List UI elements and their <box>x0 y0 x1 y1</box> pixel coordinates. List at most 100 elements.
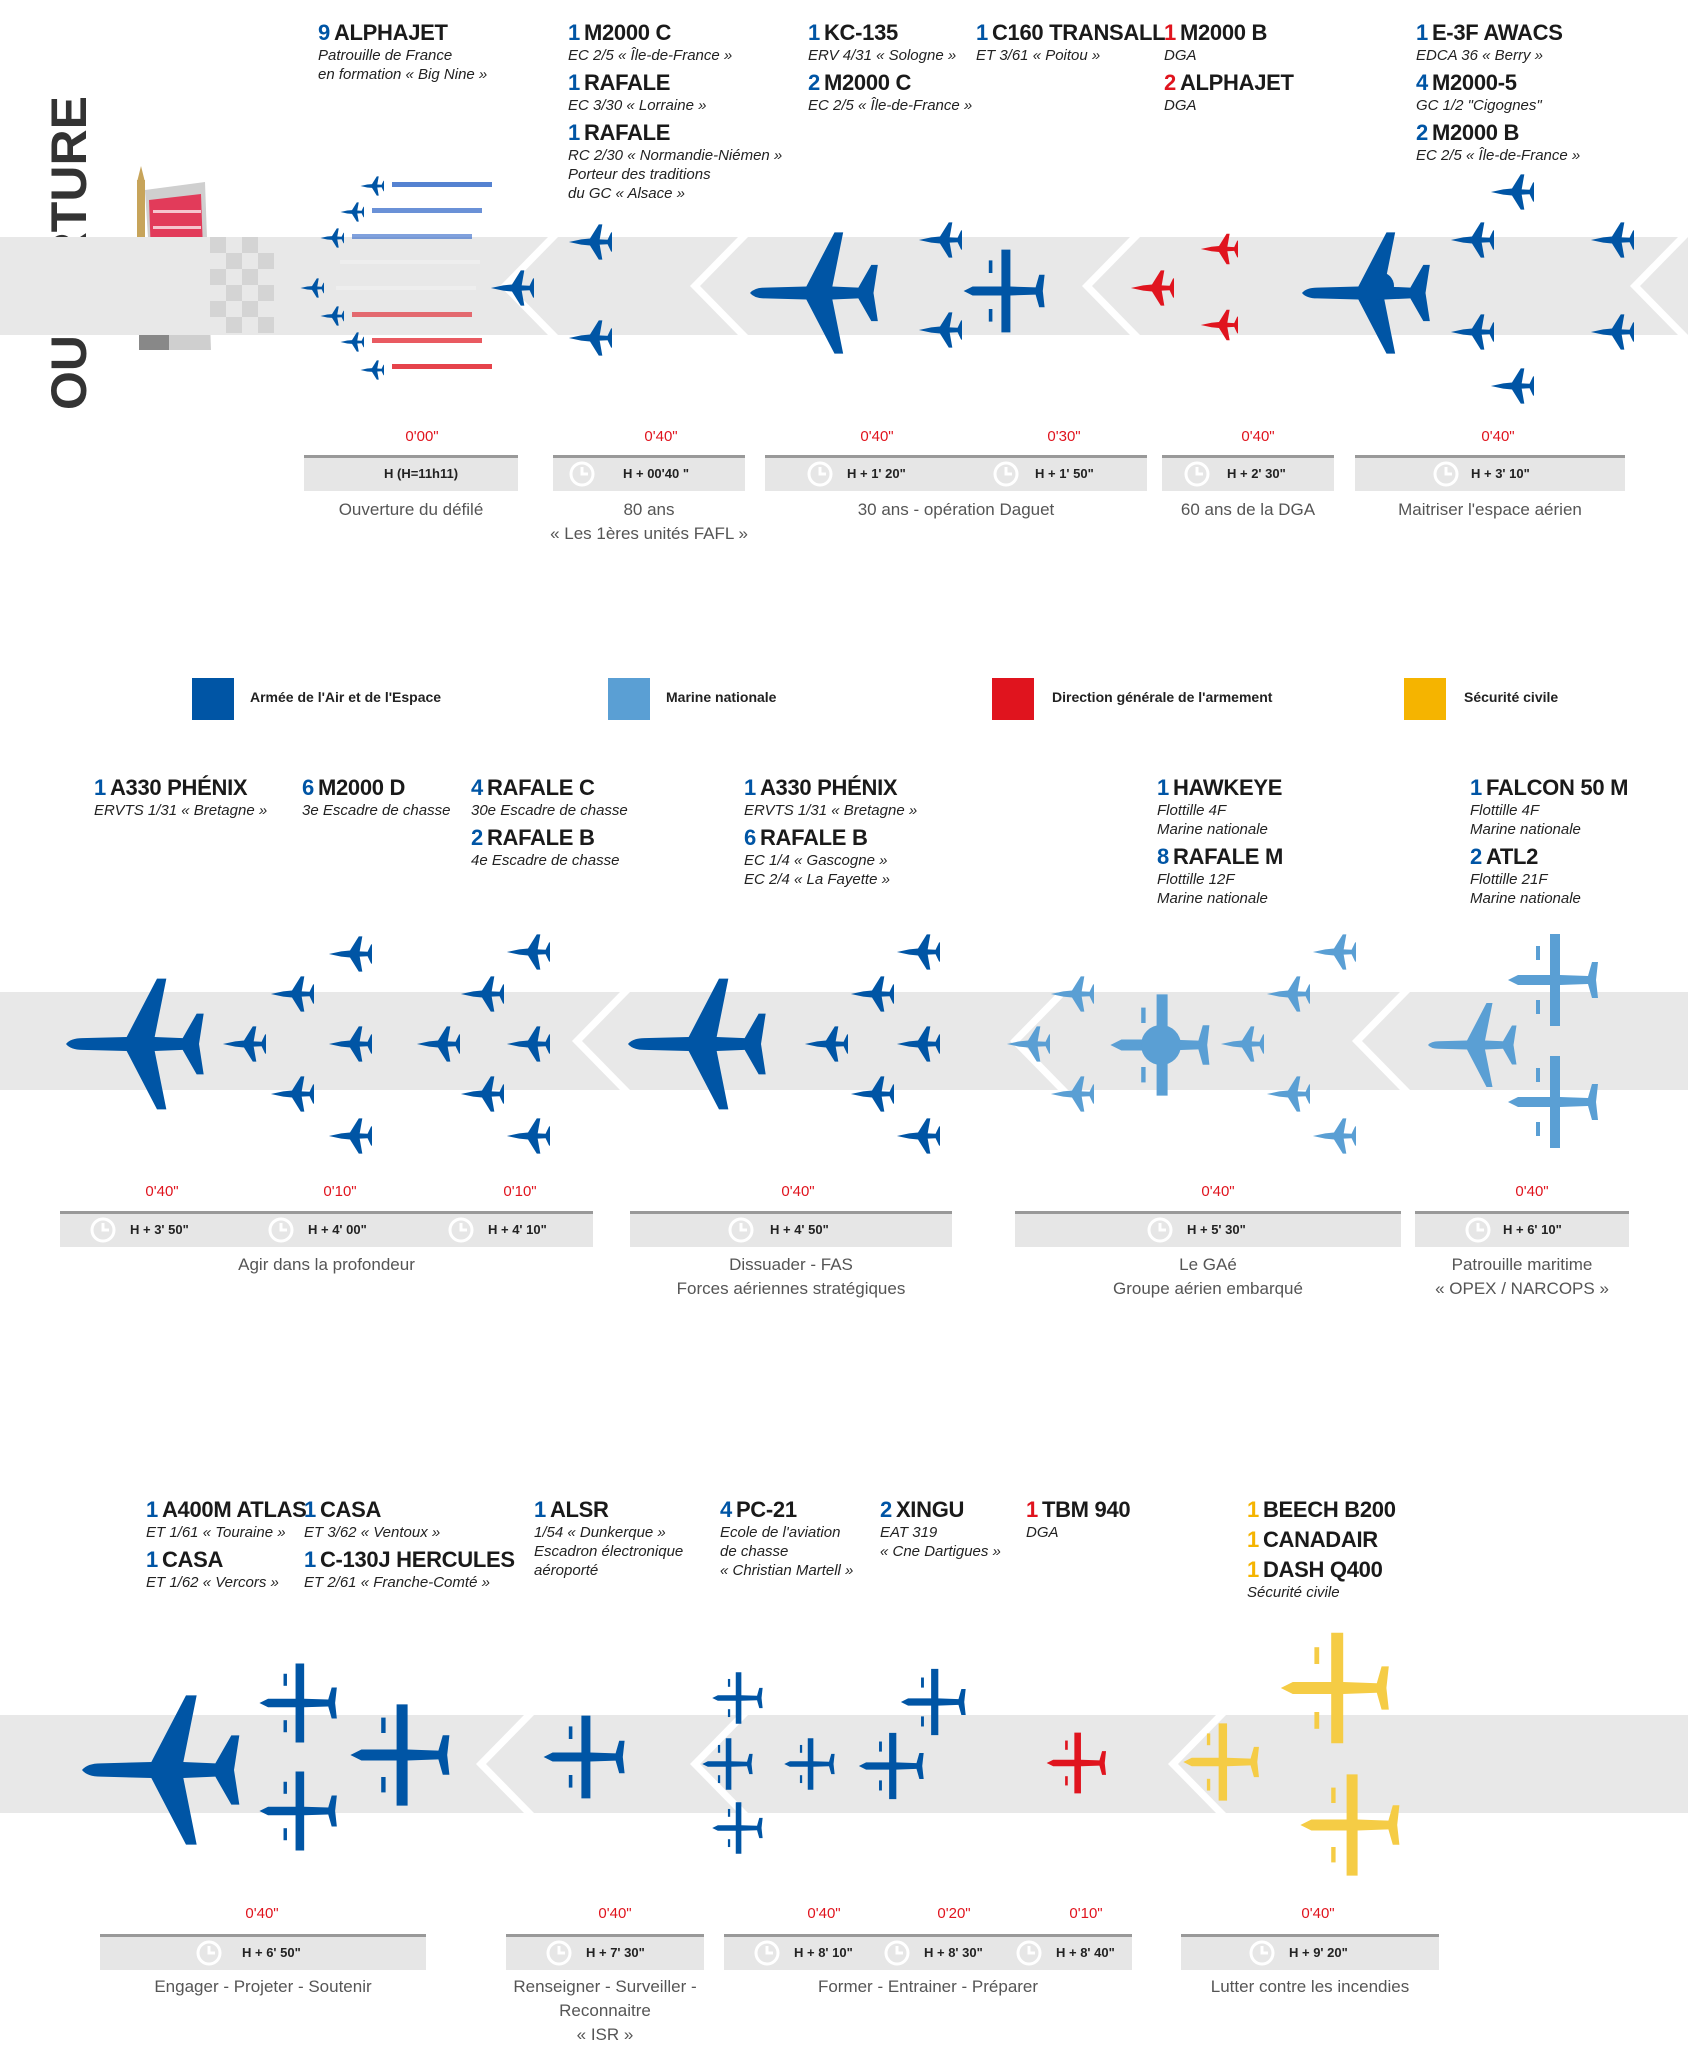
clock-icon <box>268 1217 294 1243</box>
clock-icon <box>728 1217 754 1243</box>
clock-icon <box>1465 1217 1491 1243</box>
duration-r3-0: 0'40" <box>245 1905 279 1922</box>
legend-label-secu: Sécurité civile <box>1464 689 1559 705</box>
caption-r2-0: Agir dans la profondeur <box>238 1255 415 1274</box>
clock-icon <box>196 1940 222 1966</box>
caption-r2-3: Patrouille maritime « OPEX / NARCOPS » <box>1435 1255 1609 1298</box>
band-row2-decor <box>572 992 1410 1090</box>
clock-icon <box>1249 1940 1275 1966</box>
time-r1-1: H + 00'40 " <box>623 466 689 481</box>
duration-r2-4: 0'40" <box>1201 1183 1235 1200</box>
label-awacs: 1 E-3F AWACS EDCA 36 « Berry » 4 M2000-5 GC … <box>1416 20 1581 164</box>
label-xingu: 2 XINGU EAT 319 « Cne Dartigues » <box>880 1497 1001 1560</box>
duration-r1-1: 0'40" <box>644 428 678 445</box>
duration-r1-4: 0'40" <box>1241 428 1275 445</box>
timeline-bar-r2-2: H + 5' 30" <box>1015 1211 1401 1247</box>
label-a400m: 1 A400M ATLAS ET 1/61 « Touraine » 1 CASA ET… <box>146 1497 307 1591</box>
label-pc21: 4 PC-21 Ecole de l'aviation de chasse « Chri… <box>720 1497 854 1579</box>
label-rafale-c: 4 RAFALE C 30e Escadre de chasse 2 RAFALE B… <box>471 775 628 869</box>
caption-r1-4: Maitriser l'espace aérien <box>1398 500 1582 519</box>
caption-r1-3: 60 ans de la DGA <box>1180 500 1316 519</box>
time-r2-5: H + 6' 10" <box>1503 1222 1562 1237</box>
time-r3-0: H + 6' 50" <box>242 1945 301 1960</box>
time-r1-5: H + 3' 10" <box>1471 466 1530 481</box>
clock-icon <box>569 461 595 487</box>
label-casa-c130: 1 CASA ET 3/62 « Ventoux » 1 C-130J HERCULE… <box>304 1497 515 1591</box>
time-r3-4: H + 8' 40" <box>1056 1945 1115 1960</box>
caption-r1-2: 30 ans - opération Daguet <box>857 500 1055 519</box>
timeline-bar-r3-3: H + 9' 20" <box>1181 1934 1439 1970</box>
legend-swatch-marine <box>608 678 650 720</box>
legend-swatch-air <box>192 678 234 720</box>
time-r3-3: H + 8' 30" <box>924 1945 983 1960</box>
duration-r1-0: 0'00" <box>405 428 439 445</box>
band-row3-decor <box>476 1715 1226 1813</box>
patrouille-de-france-formation <box>300 176 492 380</box>
row2-aircraft <box>66 934 1598 1154</box>
legend-swatch-secu <box>1404 678 1446 720</box>
timeline-bar-r2-0: H + 3' 50" H + 4' 00" H + 4' 10" <box>60 1211 593 1247</box>
timeline-bar-r3-1: H + 7' 30" <box>506 1934 704 1970</box>
clock-icon <box>993 461 1019 487</box>
caption-r2-1: Dissuader - FAS Forces aériennes stratégi… <box>676 1255 906 1298</box>
label-kc135: 1 KC-135 ERV 4/31 « Sologne » 2 M2000 C EC 2… <box>808 20 973 114</box>
duration-r1-3: 0'30" <box>1047 428 1081 445</box>
timeline-bar-r1-0: H (H=11h11) <box>304 455 518 491</box>
caption-r3-3: Lutter contre les incendies <box>1210 1977 1410 1996</box>
legend-label-air: Armée de l'Air et de l'Espace <box>250 689 442 705</box>
duration-r2-3: 0'40" <box>781 1183 815 1200</box>
label-alphajet-pdf: 9 ALPHAJET Patrouille de France en formatio… <box>318 20 488 83</box>
duration-r2-5: 0'40" <box>1515 1183 1549 1200</box>
time-r2-1: H + 4' 00" <box>308 1222 367 1237</box>
time-r2-0: H + 3' 50" <box>130 1222 189 1237</box>
caption-r2-2: Le GAé Groupe aérien embarqué <box>1113 1255 1303 1298</box>
caption-r3-0: Engager - Projeter - Soutenir <box>154 1977 372 1996</box>
label-hawkeye: 1 HAWKEYE Flottille 4F Marine nationale 8 RA… <box>1157 775 1283 907</box>
label-m2000c-rafale: 1 M2000 C EC 2/5 « Île-de-France » 1 RAFALE… <box>568 20 783 202</box>
row1-aircraft <box>300 174 1634 404</box>
time-r2-2: H + 4' 10" <box>488 1222 547 1237</box>
duration-r3-2: 0'40" <box>807 1905 841 1922</box>
label-m2000d: 6 M2000 D 3e Escadre de chasse <box>302 775 451 819</box>
caption-r1-1: 80 ans « Les 1ères unités FAFL » <box>550 500 748 543</box>
label-a330-1: 1 A330 PHÉNIX ERVTS 1/31 « Bretagne » <box>94 775 268 819</box>
timeline-bar-r1-4: H + 3' 10" <box>1355 455 1625 491</box>
time-r2-4: H + 5' 30" <box>1187 1222 1246 1237</box>
clock-icon <box>807 461 833 487</box>
time-r3-5: H + 9' 20" <box>1289 1945 1348 1960</box>
time-r3-1: H + 7' 30" <box>586 1945 645 1960</box>
duration-r2-1: 0'10" <box>323 1183 357 1200</box>
clock-icon <box>1184 461 1210 487</box>
duration-r1-5: 0'40" <box>1481 428 1515 445</box>
band-row1-decor <box>210 237 1688 335</box>
timeline-bar-r2-1: H + 4' 50" <box>630 1211 952 1247</box>
row3-aircraft <box>82 1632 1400 1876</box>
time-r3-2: H + 8' 10" <box>794 1945 853 1960</box>
time-r1-3: H + 1' 50" <box>1035 466 1094 481</box>
duration-r3-3: 0'20" <box>937 1905 971 1922</box>
label-a330-2: 1 A330 PHÉNIX ERVTS 1/31 « Bretagne » 6 RAF… <box>744 775 918 888</box>
clock-icon <box>754 1940 780 1966</box>
caption-r3-1: Renseigner - Surveiller - Reconnaitre « IS… <box>513 1977 697 2044</box>
flight-band-row1 <box>0 237 1688 335</box>
time-r1-0: H (H=11h11) <box>384 466 459 481</box>
clock-icon <box>1016 1940 1042 1966</box>
legend-label-marine: Marine nationale <box>666 689 777 705</box>
label-alsr: 1 ALSR 1/54 « Dunkerque » Escadron électron… <box>534 1497 684 1579</box>
legend-swatch-dga <box>992 678 1034 720</box>
timeline-bar-r3-0: H + 6' 50" <box>100 1934 426 1970</box>
legend-label-dga: Direction générale de l'armement <box>1052 689 1273 705</box>
timeline-bar-r1-1: H + 00'40 " <box>553 455 745 491</box>
timeline-bar-r1-2: H + 1' 20" H + 1' 50" <box>765 455 1147 491</box>
flight-band-row3 <box>0 1715 1688 1813</box>
time-r2-3: H + 4' 50" <box>770 1222 829 1237</box>
clock-icon <box>448 1217 474 1243</box>
clock-icon <box>546 1940 572 1966</box>
label-securite-civile: 1 BEECH B200 1 CANADAIR 1 DASH Q400 Sécurité… <box>1247 1497 1396 1601</box>
caption-r3-2: Former - Entrainer - Préparer <box>817 1977 1039 1996</box>
time-r1-4: H + 2' 30" <box>1227 466 1286 481</box>
label-falcon: 1 FALCON 50 M Flottille 4F Marine nationale… <box>1470 775 1629 907</box>
time-r1-2: H + 1' 20" <box>847 466 906 481</box>
timeline-bar-r1-3: H + 2' 30" <box>1162 455 1334 491</box>
duration-r3-4: 0'10" <box>1069 1905 1103 1922</box>
